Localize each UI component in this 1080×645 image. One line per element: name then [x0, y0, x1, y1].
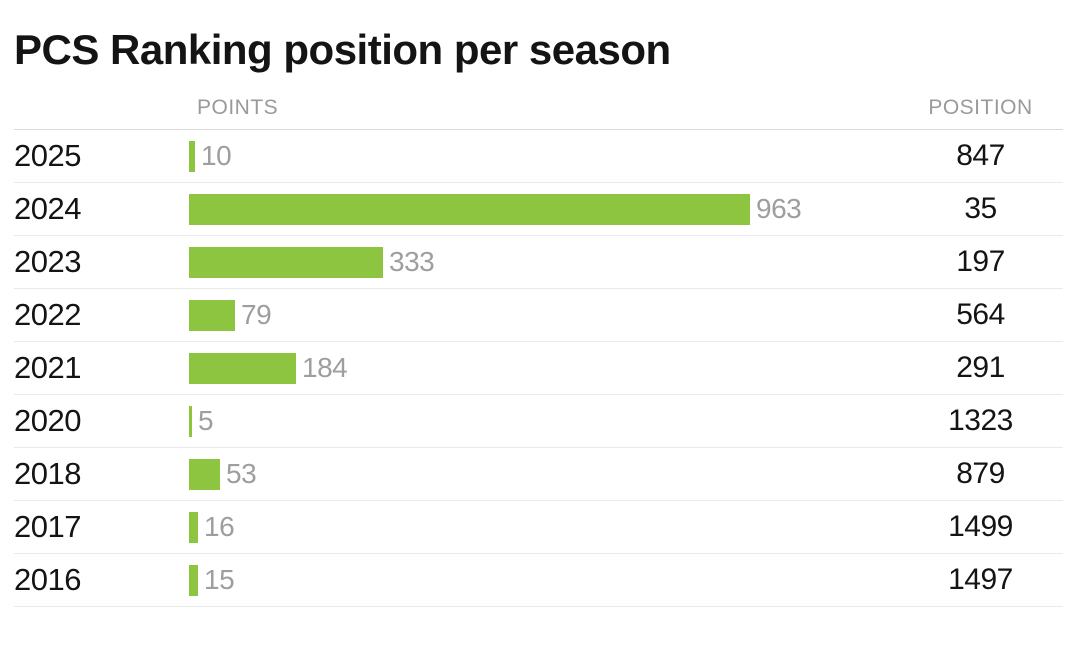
position-value: 1497 [948, 563, 1013, 596]
points-value: 963 [756, 193, 802, 224]
table-row: 2020 5 1323 [14, 395, 1063, 448]
points-value: 333 [389, 246, 435, 277]
table-row: 2021 184 291 [14, 342, 1063, 395]
points-value: 15 [204, 564, 235, 595]
points-value: 10 [201, 140, 232, 171]
season-year: 2017 [14, 509, 81, 544]
points-bar-cell: 5 [189, 395, 898, 447]
position-value: 291 [956, 351, 1005, 384]
position-value: 197 [956, 245, 1005, 278]
points-bar [189, 193, 750, 225]
season-year: 2021 [14, 350, 81, 385]
position-value: 35 [964, 192, 997, 225]
season-year: 2022 [14, 297, 81, 332]
points-bar-cell: 10 [189, 130, 898, 182]
table-header: POINTS POSITION [14, 74, 1063, 130]
season-year: 2024 [14, 191, 81, 226]
position-value: 847 [956, 139, 1005, 172]
points-bar-cell: 16 [189, 501, 898, 553]
table-row: 2022 79 564 [14, 289, 1063, 342]
points-bar [189, 458, 220, 490]
table-row: 2017 16 1499 [14, 501, 1063, 554]
points-value: 53 [226, 458, 257, 489]
points-bar-cell: 15 [189, 554, 898, 606]
points-bar-cell: 53 [189, 448, 898, 500]
page-title: PCS Ranking position per season [14, 26, 671, 73]
ranking-table: 2025 10 847 2024 963 35 2023 333 197 [0, 130, 1080, 607]
position-value: 1499 [948, 510, 1013, 543]
points-bar-cell: 333 [189, 236, 898, 288]
points-bar [189, 352, 296, 384]
season-year: 2018 [14, 456, 81, 491]
table-row: 2023 333 197 [14, 236, 1063, 289]
points-bar [189, 246, 383, 278]
points-bar [189, 564, 198, 596]
points-bar-cell: 963 [189, 183, 898, 235]
points-bar [189, 299, 235, 331]
season-year: 2023 [14, 244, 81, 279]
position-value: 879 [956, 457, 1005, 490]
points-value: 184 [302, 352, 348, 383]
points-value: 16 [204, 511, 235, 542]
points-bar [189, 511, 198, 543]
column-header-points: POINTS [197, 96, 279, 119]
points-bar [189, 405, 192, 437]
table-row: 2016 15 1497 [14, 554, 1063, 607]
table-row: 2025 10 847 [14, 130, 1063, 183]
season-year: 2025 [14, 138, 81, 173]
table-row: 2024 963 35 [14, 183, 1063, 236]
position-value: 564 [956, 298, 1005, 331]
position-value: 1323 [948, 404, 1013, 437]
points-value: 79 [241, 299, 272, 330]
points-bar-cell: 79 [189, 289, 898, 341]
points-bar-cell: 184 [189, 342, 898, 394]
column-header-position: POSITION [928, 96, 1033, 119]
points-value: 5 [198, 405, 214, 436]
season-year: 2020 [14, 403, 81, 438]
table-row: 2018 53 879 [14, 448, 1063, 501]
points-bar [189, 140, 195, 172]
season-year: 2016 [14, 562, 81, 597]
